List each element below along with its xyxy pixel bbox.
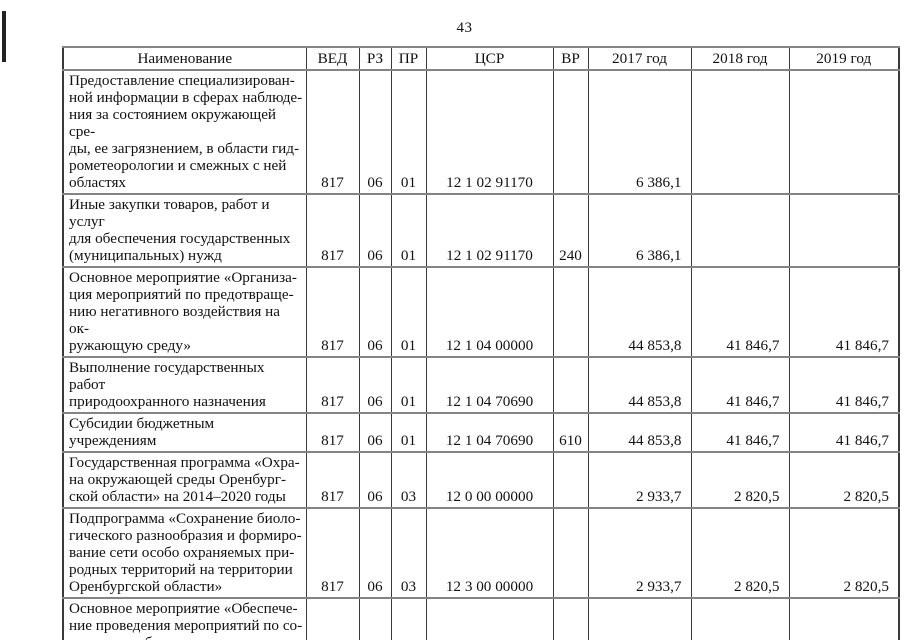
cell-name: Подпрограмма «Сохранение биоло- гическог… <box>62 507 307 599</box>
cell-y2018: 2 820,5 <box>690 597 790 640</box>
cell-csr: 12 1 02 91170 <box>425 193 554 268</box>
header-pr: ПР <box>390 46 427 71</box>
cell-y2017: 44 853,8 <box>587 266 692 358</box>
header-ved: ВЕД <box>305 46 360 71</box>
cell-rz: 06 <box>358 69 392 195</box>
header-2018: 2018 год <box>690 46 790 71</box>
cell-pr: 03 <box>390 451 427 509</box>
cell-vr: 240 <box>552 193 589 268</box>
cell-y2017: 2 933,7 <box>587 451 692 509</box>
cell-y2017: 2 933,7 <box>587 597 692 640</box>
cell-ved: 817 <box>305 412 360 453</box>
cell-y2018 <box>690 193 790 268</box>
cell-y2018 <box>690 69 790 195</box>
cell-csr: 12 0 00 00000 <box>425 451 554 509</box>
table-row: Субсидии бюджетным учреждениям 817 06 01 12 … <box>62 412 900 453</box>
cell-rz: 06 <box>358 451 392 509</box>
cell-pr: 01 <box>390 266 427 358</box>
cell-vr: 610 <box>552 412 589 453</box>
header-csr: ЦСР <box>425 46 554 71</box>
cell-y2019: 41 846,7 <box>788 412 900 453</box>
cell-ved: 817 <box>305 507 360 599</box>
table-row: Основное мероприятие «Организа- ция меро… <box>62 266 900 358</box>
cell-y2017: 2 933,7 <box>587 507 692 599</box>
cell-name: Основное мероприятие «Обеспече- ние пров… <box>62 597 307 640</box>
header-name: Наименование <box>62 46 307 71</box>
cell-rz: 06 <box>358 597 392 640</box>
cell-name: Основное мероприятие «Организа- ция меро… <box>62 266 307 358</box>
cell-pr: 01 <box>390 69 427 195</box>
cell-y2019 <box>788 193 900 268</box>
budget-table: Наименование ВЕД РЗ ПР ЦСР ВР 2017 год 2… <box>62 46 900 640</box>
cell-y2017: 6 386,1 <box>587 69 692 195</box>
cell-pr: 01 <box>390 356 427 414</box>
cell-ved: 817 <box>305 193 360 268</box>
cell-pr: 03 <box>390 507 427 599</box>
cell-csr: 12 1 04 00000 <box>425 266 554 358</box>
cell-name: Предоставление специализирован- ной инфо… <box>62 69 307 195</box>
cell-vr <box>552 266 589 358</box>
table-row: Основное мероприятие «Обеспече- ние пров… <box>62 597 900 640</box>
cell-vr <box>552 507 589 599</box>
cell-csr: 12 1 04 70690 <box>425 356 554 414</box>
cell-name: Иные закупки товаров, работ и услуг для … <box>62 193 307 268</box>
cell-csr: 12 3 00 00000 <box>425 507 554 599</box>
cell-y2019: 2 820,5 <box>788 597 900 640</box>
cell-pr: 01 <box>390 193 427 268</box>
cell-vr <box>552 451 589 509</box>
cell-y2017: 44 853,8 <box>587 356 692 414</box>
scan-artifact-mark <box>2 11 6 62</box>
cell-y2019: 2 820,5 <box>788 451 900 509</box>
cell-rz: 06 <box>358 412 392 453</box>
cell-csr: 12 3 01 00000 <box>425 597 554 640</box>
cell-y2018: 41 846,7 <box>690 266 790 358</box>
cell-y2018: 2 820,5 <box>690 507 790 599</box>
cell-ved: 817 <box>305 69 360 195</box>
cell-csr: 12 1 04 70690 <box>425 412 554 453</box>
header-rz: РЗ <box>358 46 392 71</box>
table-row: Выполнение государственных работ природо… <box>62 356 900 414</box>
cell-y2019: 41 846,7 <box>788 266 900 358</box>
cell-y2018: 41 846,7 <box>690 356 790 414</box>
cell-y2017: 6 386,1 <box>587 193 692 268</box>
cell-y2019: 41 846,7 <box>788 356 900 414</box>
cell-rz: 06 <box>358 356 392 414</box>
cell-vr <box>552 597 589 640</box>
table-body: Предоставление специализирован- ной инфо… <box>62 69 900 640</box>
cell-pr: 03 <box>390 597 427 640</box>
table-row: Предоставление специализирован- ной инфо… <box>62 69 900 195</box>
table-header-row: Наименование ВЕД РЗ ПР ЦСР ВР 2017 год 2… <box>62 46 900 71</box>
header-2017: 2017 год <box>587 46 692 71</box>
cell-rz: 06 <box>358 507 392 599</box>
cell-vr <box>552 69 589 195</box>
cell-rz: 06 <box>358 266 392 358</box>
cell-ved: 817 <box>305 597 360 640</box>
cell-y2018: 2 820,5 <box>690 451 790 509</box>
cell-name: Выполнение государственных работ природо… <box>62 356 307 414</box>
cell-y2019 <box>788 69 900 195</box>
page-number: 43 <box>456 20 473 36</box>
cell-pr: 01 <box>390 412 427 453</box>
cell-y2019: 2 820,5 <box>788 507 900 599</box>
cell-vr <box>552 356 589 414</box>
cell-name: Субсидии бюджетным учреждениям <box>62 412 307 453</box>
cell-csr: 12 1 02 91170 <box>425 69 554 195</box>
header-2019: 2019 год <box>788 46 900 71</box>
cell-y2017: 44 853,8 <box>587 412 692 453</box>
table-row: Государственная программа «Охра- на окру… <box>62 451 900 509</box>
cell-rz: 06 <box>358 193 392 268</box>
header-vr: ВР <box>552 46 589 71</box>
cell-y2018: 41 846,7 <box>690 412 790 453</box>
cell-name: Государственная программа «Охра- на окру… <box>62 451 307 509</box>
cell-ved: 817 <box>305 266 360 358</box>
table-row: Подпрограмма «Сохранение биоло- гическог… <box>62 507 900 599</box>
cell-ved: 817 <box>305 451 360 509</box>
table-row: Иные закупки товаров, работ и услуг для … <box>62 193 900 268</box>
cell-ved: 817 <box>305 356 360 414</box>
